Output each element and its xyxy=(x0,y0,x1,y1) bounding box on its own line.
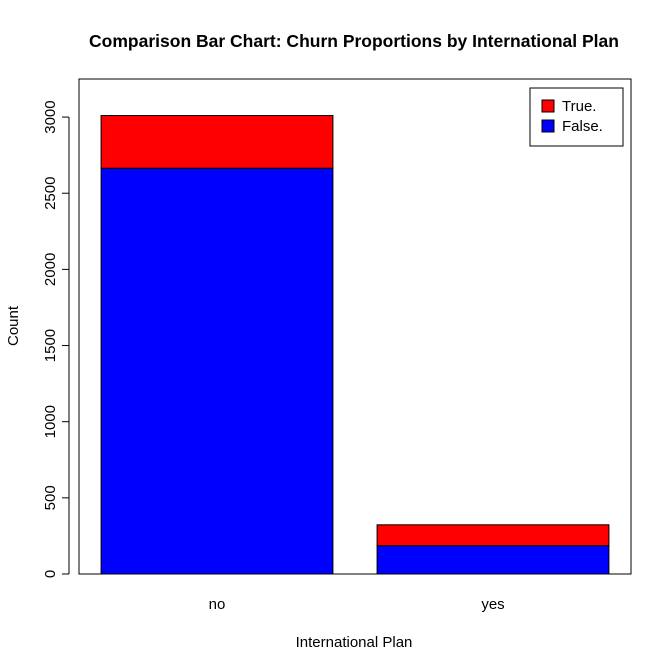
x-axis-label: International Plan xyxy=(296,634,413,651)
x-tick-label-yes: yes xyxy=(481,596,504,613)
legend-label-false: False. xyxy=(562,118,603,135)
legend-swatch-true xyxy=(541,99,555,113)
legend-swatch-false xyxy=(541,119,555,133)
bars-group xyxy=(100,115,610,575)
y-axis-label: Count xyxy=(5,305,22,346)
chart-title: Comparison Bar Chart: Churn Proportions … xyxy=(89,31,619,51)
y-axis: 0 500 1000 1500 2000 2500 3000 xyxy=(42,100,70,578)
y-tick-label: 2000 xyxy=(42,253,59,286)
bar-no-true xyxy=(100,115,334,169)
bar-no-false xyxy=(100,167,334,575)
legend-label-true: True. xyxy=(562,98,596,115)
y-tick-label: 2500 xyxy=(42,177,59,210)
x-axis: no yes xyxy=(209,596,505,613)
y-tick-label: 1500 xyxy=(42,329,59,362)
legend: True. False. xyxy=(529,87,624,147)
bar-yes-true xyxy=(376,524,610,547)
bar-yes-false xyxy=(376,545,610,575)
y-tick-label: 0 xyxy=(42,570,59,578)
y-tick-label: 3000 xyxy=(42,100,59,133)
x-tick-label-no: no xyxy=(209,596,226,613)
y-tick-label: 1000 xyxy=(42,405,59,438)
legend-box xyxy=(529,87,624,147)
y-tick-label: 500 xyxy=(42,485,59,510)
plot-frame xyxy=(78,78,632,575)
